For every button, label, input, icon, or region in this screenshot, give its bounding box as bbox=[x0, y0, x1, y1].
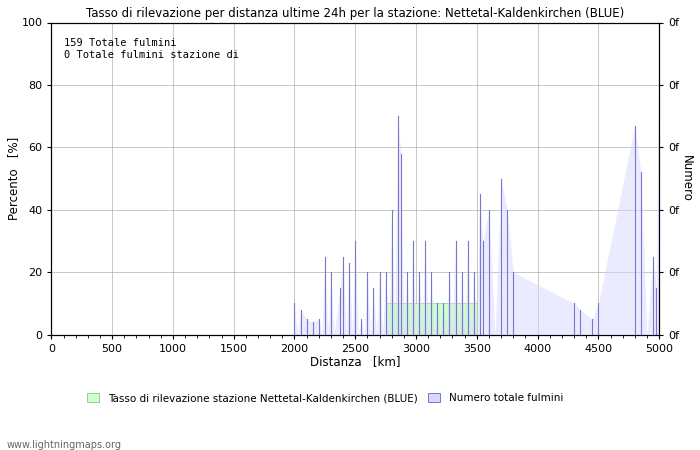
Text: www.lightningmaps.org: www.lightningmaps.org bbox=[7, 440, 122, 450]
X-axis label: Distanza   [km]: Distanza [km] bbox=[310, 355, 400, 368]
Y-axis label: Numero: Numero bbox=[680, 155, 693, 202]
Title: Tasso di rilevazione per distanza ultime 24h per la stazione: Nettetal-Kaldenkir: Tasso di rilevazione per distanza ultime… bbox=[86, 7, 624, 20]
Y-axis label: Percento   [%]: Percento [%] bbox=[7, 137, 20, 220]
Legend: Tasso di rilevazione stazione Nettetal-Kaldenkirchen (BLUE), Numero totale fulmi: Tasso di rilevazione stazione Nettetal-K… bbox=[83, 389, 567, 407]
Text: 159 Totale fulmini
0 Totale fulmini stazione di: 159 Totale fulmini 0 Totale fulmini staz… bbox=[64, 38, 239, 60]
